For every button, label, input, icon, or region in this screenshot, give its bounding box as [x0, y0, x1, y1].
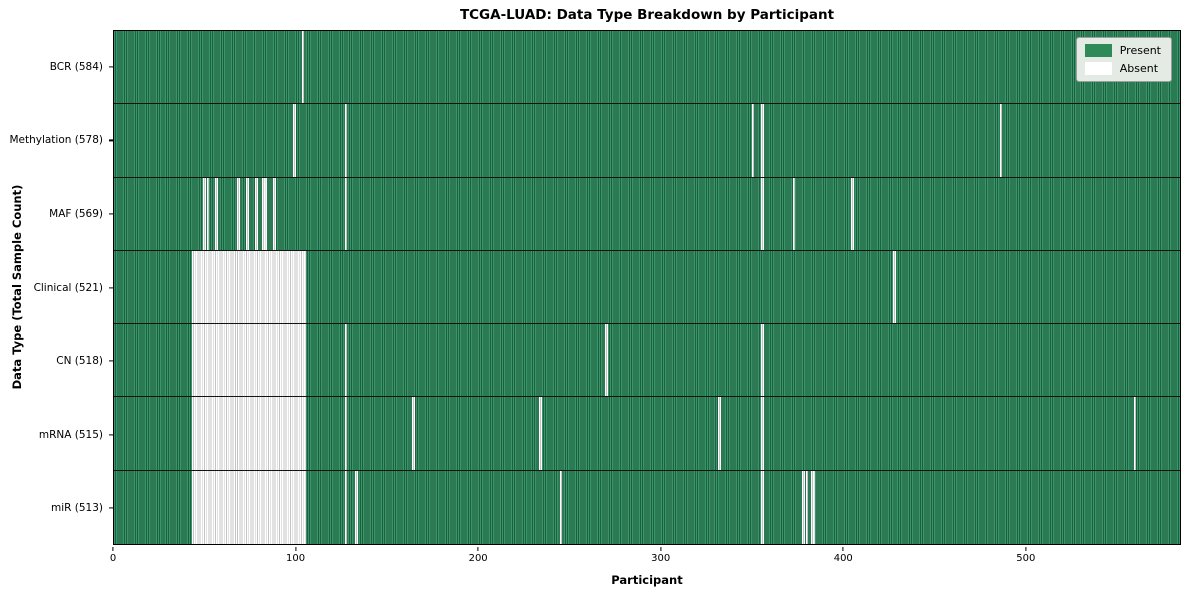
y-tick-mark — [109, 507, 113, 509]
absent-segment — [411, 397, 415, 470]
x-tick-mark — [477, 546, 479, 551]
x-tick-label: 100 — [286, 553, 306, 564]
absent-segment — [261, 177, 268, 250]
row-cn — [114, 324, 1180, 398]
absent-segment — [246, 177, 249, 250]
y-tick-mark — [109, 360, 113, 362]
absent-segment — [255, 177, 258, 250]
x-tick-mark — [1025, 546, 1027, 551]
absent-segment — [192, 250, 307, 324]
chart-title: TCGA-LUAD: Data Type Breakdown by Partic… — [459, 7, 835, 23]
absent-segment — [206, 177, 210, 250]
absent-segment — [718, 397, 721, 470]
y-tick-mark — [109, 66, 113, 68]
x-tick-mark — [112, 546, 114, 551]
x-tick-mark — [294, 546, 297, 551]
absent-segment — [215, 177, 218, 250]
x-tick-label: 300 — [651, 553, 671, 564]
absent-segment — [1133, 397, 1137, 470]
absent-segment — [801, 470, 805, 544]
x-axis-tick-labels: 0 100 200 300 400 500 — [109, 545, 1181, 577]
legend-item-absent: Absent — [1084, 62, 1161, 75]
y-tick-label: Clinical (521) — [33, 281, 103, 294]
x-tick-mark — [660, 546, 662, 551]
absent-segment — [792, 177, 796, 250]
absent-segment — [301, 31, 305, 104]
absent-segment — [344, 397, 348, 470]
absent-segment — [203, 177, 206, 250]
y-tick-label: BCR (584) — [49, 60, 103, 73]
absent-segment — [192, 324, 307, 397]
row-mir — [114, 470, 1180, 544]
legend: Present Absent — [1075, 37, 1172, 82]
x-tick-label: 0 — [109, 553, 117, 564]
absent-segment — [760, 324, 764, 397]
absent-segment — [893, 250, 896, 324]
absent-segment — [273, 177, 277, 250]
y-tick-label: mRNA (515) — [38, 428, 103, 441]
y-tick-mark — [109, 434, 113, 436]
absent-segment — [344, 470, 348, 544]
absent-segment — [605, 324, 608, 397]
y-tick-label: MAF (569) — [49, 207, 103, 220]
x-axis-title: Participant — [611, 573, 683, 587]
absent-swatch — [1084, 62, 1112, 75]
absent-segment — [999, 104, 1003, 177]
legend-item-present: Present — [1084, 44, 1161, 57]
legend-label-absent: Absent — [1119, 62, 1159, 75]
rows-layer — [114, 31, 1180, 544]
x-tick-label: 400 — [833, 553, 853, 564]
absent-segment — [760, 104, 764, 177]
absent-segment — [192, 470, 307, 544]
absent-segment — [192, 397, 307, 470]
absent-segment — [751, 104, 755, 177]
plot-area: Present Absent — [113, 30, 1181, 545]
y-tick-mark — [109, 286, 113, 289]
absent-segment — [237, 177, 240, 250]
y-tick-label: miR (513) — [50, 502, 103, 515]
absent-segment — [355, 470, 359, 544]
row-maf — [114, 177, 1180, 251]
row-mrna — [114, 397, 1180, 471]
x-tick-label: 200 — [468, 553, 488, 564]
y-tick-label: Methylation (578) — [9, 134, 103, 147]
present-swatch — [1084, 44, 1112, 57]
y-axis-tick-labels: BCR (584) Methylation (578) MAF (569) Clini… — [0, 30, 113, 545]
absent-segment — [760, 397, 764, 470]
y-tick-mark — [109, 213, 113, 215]
absent-segment — [344, 324, 348, 397]
x-tick-mark — [842, 546, 844, 551]
absent-segment — [559, 470, 563, 544]
row-methylation — [114, 104, 1180, 178]
y-tick-mark — [109, 139, 113, 141]
absent-segment — [292, 104, 297, 177]
absent-segment — [760, 177, 764, 250]
absent-segment — [760, 470, 764, 544]
row-clinical — [114, 250, 1180, 325]
legend-label-present: Present — [1119, 44, 1161, 57]
row-bcr — [114, 31, 1180, 105]
absent-segment — [851, 177, 854, 250]
absent-segment — [344, 177, 348, 250]
y-tick-label: CN (518) — [56, 355, 103, 368]
absent-segment — [806, 470, 809, 544]
absent-segment — [344, 104, 348, 177]
absent-segment — [539, 397, 543, 470]
absent-segment — [811, 470, 815, 544]
x-tick-label: 500 — [1016, 553, 1036, 564]
